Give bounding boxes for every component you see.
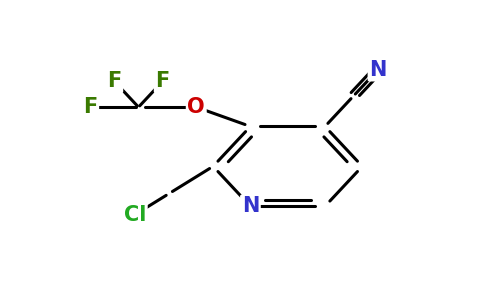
Text: Cl: Cl xyxy=(124,205,146,225)
Text: F: F xyxy=(83,97,97,117)
Text: F: F xyxy=(155,71,170,92)
Text: N: N xyxy=(369,60,387,80)
Text: O: O xyxy=(187,97,205,117)
Text: N: N xyxy=(242,196,259,216)
Text: F: F xyxy=(107,71,121,92)
